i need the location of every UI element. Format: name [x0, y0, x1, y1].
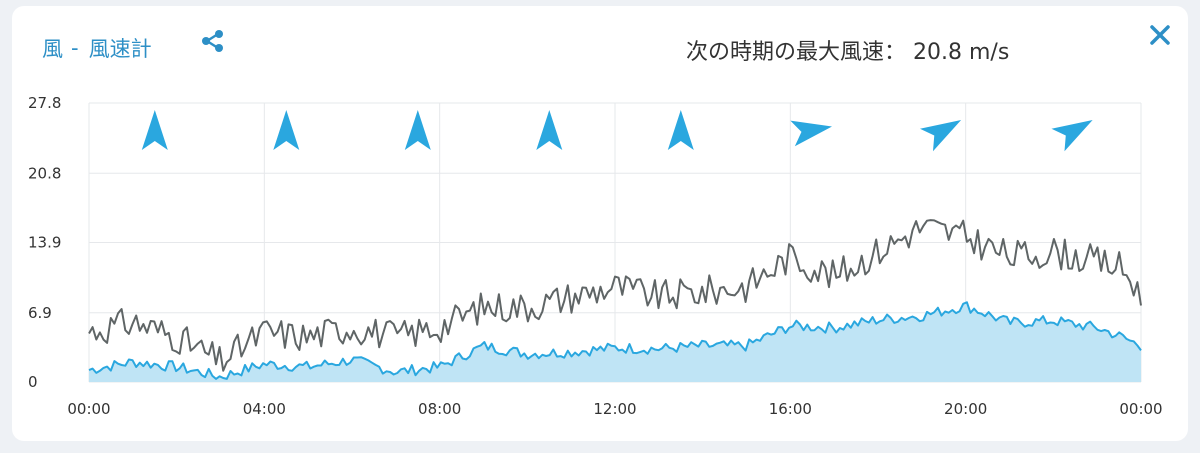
max-wind-value: 20.8 m/s [913, 40, 1010, 65]
y-tick-label: 6.9 [28, 304, 52, 322]
card-title: 風 - 風速計 [42, 30, 152, 66]
arrow-shape [1051, 120, 1093, 152]
arrow-shape [667, 110, 694, 150]
x-tick-label: 00:00 [67, 400, 110, 418]
y-tick-label: 0 [28, 373, 38, 391]
wind-speed-line [88, 301, 1142, 380]
title-main: 風 [42, 37, 63, 61]
x-tick-label: 04:00 [243, 400, 286, 418]
wind-direction-arrow-icon [790, 120, 832, 147]
wind-direction-arrow-icon [667, 110, 694, 150]
title-separator: - [71, 36, 79, 60]
arrow-shape [273, 110, 300, 150]
wind-direction-arrow-icon [1051, 120, 1093, 152]
wind-speed-area [89, 302, 1141, 382]
close-icon [1150, 25, 1170, 45]
share-icon [202, 30, 223, 52]
title-sub: 風速計 [88, 37, 152, 61]
x-tick-label: 08:00 [418, 400, 461, 418]
arrow-shape [536, 110, 563, 150]
x-tick-label: 20:00 [944, 400, 987, 418]
max-wind-label: 次の時期の最大風速： [686, 40, 907, 65]
x-tick-label: 16:00 [769, 400, 812, 418]
share-button[interactable] [198, 27, 228, 57]
max-wind-readout: 次の時期の最大風速： 20.8 m/s [686, 34, 1009, 66]
wind-direction-arrow-icon [919, 120, 962, 152]
arrow-shape [404, 110, 431, 150]
arrow-shape [790, 120, 832, 147]
wind-direction-arrow-icon [404, 110, 431, 150]
y-tick-label: 27.8 [28, 94, 61, 112]
x-tick-label: 12:00 [593, 400, 636, 418]
wind-direction-arrow-icon [536, 110, 563, 150]
arrow-shape [919, 120, 962, 152]
y-tick-label: 20.8 [28, 164, 61, 182]
x-tick-label: 00:00 [1119, 400, 1162, 418]
wind-gust-line [88, 219, 1142, 372]
close-button[interactable] [1146, 21, 1174, 49]
wind-direction-arrow-icon [273, 110, 300, 150]
y-tick-label: 13.9 [28, 234, 61, 252]
arrow-shape [141, 110, 168, 150]
wind-direction-arrow-icon [141, 110, 168, 150]
